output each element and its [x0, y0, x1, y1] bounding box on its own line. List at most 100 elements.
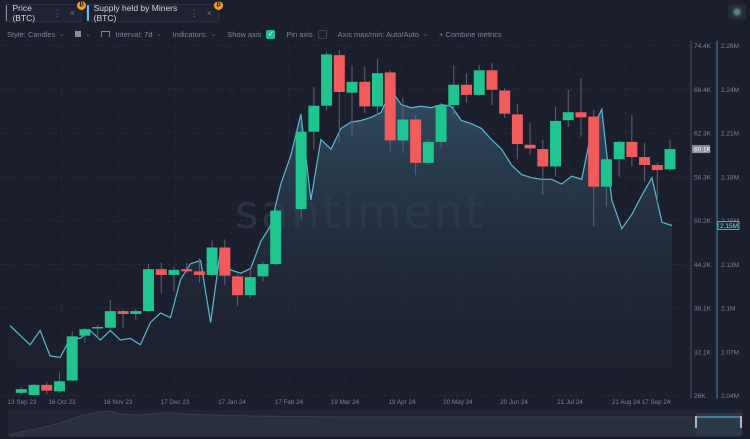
- x-tick-label: 20 Jun 24: [500, 399, 528, 406]
- supply-tick-label: 2.21M: [721, 131, 739, 138]
- candle-down: [384, 72, 396, 141]
- color-picker[interactable]: ⌄: [75, 31, 90, 38]
- x-tick-label: 16 Nov 23: [104, 399, 133, 406]
- x-tick-label: 17 Sep 24: [642, 399, 671, 406]
- candle-down: [524, 144, 536, 149]
- axis-maxmin-dropdown[interactable]: Axis max/min: Auto/Auto ⌄: [338, 30, 428, 39]
- candle-down: [511, 114, 523, 145]
- ruler-icon: [101, 31, 111, 37]
- candle-down: [461, 84, 472, 95]
- price-tick-label: 68.4K: [694, 87, 712, 94]
- candle-down: [359, 81, 371, 107]
- candle-up: [448, 84, 460, 105]
- candle-up: [473, 70, 485, 95]
- price-tick-label: 32.1K: [694, 349, 712, 356]
- price-tick-label: 38.1K: [694, 306, 712, 313]
- candle-down: [486, 70, 498, 90]
- pin-axis-toggle[interactable]: Pin axis: [286, 29, 327, 39]
- style-label: Style: Candles: [7, 29, 56, 39]
- x-tick-label: 21 Aug 24: [612, 399, 641, 406]
- combine-metrics-button[interactable]: + Combine metrics: [439, 30, 502, 39]
- kebab-menu-icon[interactable]: ⋮: [189, 7, 199, 18]
- x-tick-label: 17 Jan 24: [218, 399, 246, 406]
- chevron-down-icon: ⌄: [59, 31, 65, 38]
- candle-up: [53, 381, 65, 392]
- candle-down: [410, 119, 422, 163]
- x-tick-label: 21 Jul 24: [557, 399, 583, 406]
- chevron-down-icon: ⌄: [422, 31, 428, 38]
- candle-up: [79, 329, 91, 336]
- chart-toolbar: Style: Candles ⌄ ⌄ Interval: 7d ⌄ Indicato…: [7, 28, 513, 40]
- x-tick-label: 17 Dec 23: [161, 399, 190, 406]
- candle-up: [397, 119, 409, 141]
- supply-tick-label: 2.24M: [721, 87, 739, 94]
- tab-price-btc[interactable]: Price (BTC) ⋮ ×: [5, 3, 82, 23]
- show-axis-label: Show axis: [227, 29, 262, 39]
- chevron-down-icon: ⌄: [85, 31, 91, 38]
- kebab-menu-icon[interactable]: ⋮: [52, 7, 62, 18]
- axis-maxmin-label: Axis max/min: Auto/Auto: [337, 29, 419, 39]
- navigator-selection[interactable]: [696, 413, 742, 435]
- candle-down: [232, 276, 244, 296]
- interval-label: Interval: 7d: [115, 29, 153, 39]
- price-tick-label: 56.3K: [694, 174, 712, 181]
- pin-axis-label: Pin axis: [286, 29, 313, 39]
- candle-down: [651, 165, 663, 171]
- candle-up: [28, 384, 40, 395]
- candle-up: [130, 311, 142, 314]
- supply-area: [10, 90, 672, 396]
- candle-down: [155, 269, 167, 275]
- candle-down: [588, 116, 600, 187]
- current-supply-marker: [717, 221, 740, 230]
- supply-tick-label: 2.1M: [721, 306, 735, 313]
- tab-accent: [87, 5, 89, 21]
- chevron-down-icon: ⌄: [156, 31, 162, 38]
- close-icon[interactable]: ×: [206, 8, 212, 18]
- candle-up: [308, 105, 320, 132]
- candle-down: [219, 247, 231, 276]
- x-tick-label: 13 Sep 23: [8, 399, 37, 406]
- close-icon[interactable]: ×: [69, 8, 75, 18]
- show-axis-toggle[interactable]: Show axis ✓: [227, 29, 276, 39]
- current-supply-label: 2.15M: [720, 223, 738, 230]
- price-tick-label: 50.2K: [694, 218, 712, 225]
- x-tick-label: 16 Oct 23: [48, 399, 76, 406]
- x-tick-label: 20 May 24: [443, 399, 473, 406]
- candle-down: [181, 269, 193, 272]
- x-tick-label: 17 Feb 24: [275, 399, 304, 406]
- candle-down: [333, 55, 345, 92]
- candle-up: [66, 336, 78, 381]
- candle-down: [193, 271, 205, 275]
- candle-up: [168, 269, 180, 275]
- style-dropdown[interactable]: Style: Candles ⌄: [7, 30, 64, 39]
- chevron-down-icon: ⌄: [211, 31, 217, 38]
- navigator-handle[interactable]: [740, 416, 742, 428]
- candle-down: [639, 157, 651, 166]
- indicators-dropdown[interactable]: Indicators: ⌄: [173, 30, 217, 39]
- status-indicator-icon[interactable]: [728, 4, 746, 20]
- x-tick-label: 19 Mar 24: [331, 399, 360, 406]
- pin-axis-checkbox[interactable]: [317, 29, 327, 39]
- candle-down: [499, 90, 511, 114]
- candle-up: [92, 327, 104, 329]
- indicators-label: Indicators:: [172, 29, 208, 39]
- candle-down: [41, 384, 53, 391]
- candle-up: [422, 141, 434, 163]
- interval-dropdown[interactable]: Interval: 7d ⌄: [101, 29, 162, 39]
- combine-metrics-label: + Combine metrics: [438, 29, 502, 39]
- supply-tick-label: 2.04M: [721, 393, 739, 400]
- tab-supply-held-by-miners[interactable]: Supply held by Miners (BTC) ⋮ ×: [86, 3, 219, 23]
- candle-up: [143, 269, 154, 312]
- navigator-handle[interactable]: [695, 416, 697, 428]
- candle-up: [562, 112, 574, 121]
- price-tick-label: 44.2K: [694, 262, 712, 269]
- candle-up: [104, 311, 116, 328]
- candle-up: [600, 159, 612, 187]
- show-axis-checkbox[interactable]: ✓: [266, 29, 276, 39]
- candle-up: [346, 81, 358, 93]
- bitcoin-badge-icon: ₿: [77, 1, 86, 10]
- current-price-label: 60.1K: [694, 147, 712, 154]
- candle-up: [15, 389, 27, 393]
- tab-accent: [6, 5, 8, 21]
